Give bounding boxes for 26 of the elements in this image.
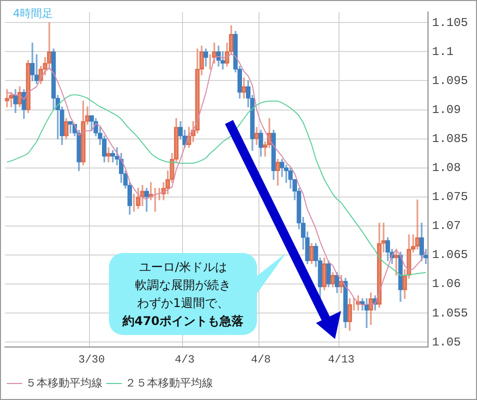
annotation: ユーロ/米ドルは: [138, 259, 228, 276]
y-tick-label: 1.1: [432, 44, 454, 59]
candlestick: [381, 222, 386, 252]
legend-label: ２５本移動平均線: [125, 376, 213, 390]
x-tick-label: 4/8: [250, 354, 271, 366]
y-tick-label: 1.055: [432, 306, 468, 320]
y-tick-label: 1.065: [432, 248, 468, 262]
y-tick-label: 1.105: [432, 16, 468, 30]
x-tick-label: 4/3: [174, 354, 195, 366]
legend-label: ５本移動平均線: [26, 376, 102, 390]
annotation: わずか1週間で、: [136, 295, 230, 312]
y-tick-label: 1.06: [432, 277, 461, 292]
y-tick-label: 1.085: [432, 132, 468, 146]
y-tick-label: 1.09: [432, 102, 461, 117]
y-tick-label: 1.07: [432, 219, 461, 234]
chart-subtitle: 4時間足: [13, 6, 53, 21]
candlestick: [106, 147, 111, 162]
y-tick-label: 1.075: [432, 190, 468, 204]
y-tick-label: 1.08: [432, 161, 461, 176]
candlestick: [4, 89, 10, 108]
x-tick-label: 3/30: [78, 354, 105, 366]
annotation: 約470ポイントも急落: [121, 313, 245, 330]
y-tick-label: 1.05: [432, 335, 461, 350]
y-tick-label: 1.095: [432, 74, 468, 88]
annotation: 軟調な展開が続き: [134, 277, 232, 294]
x-tick-label: 4/13: [328, 354, 354, 366]
